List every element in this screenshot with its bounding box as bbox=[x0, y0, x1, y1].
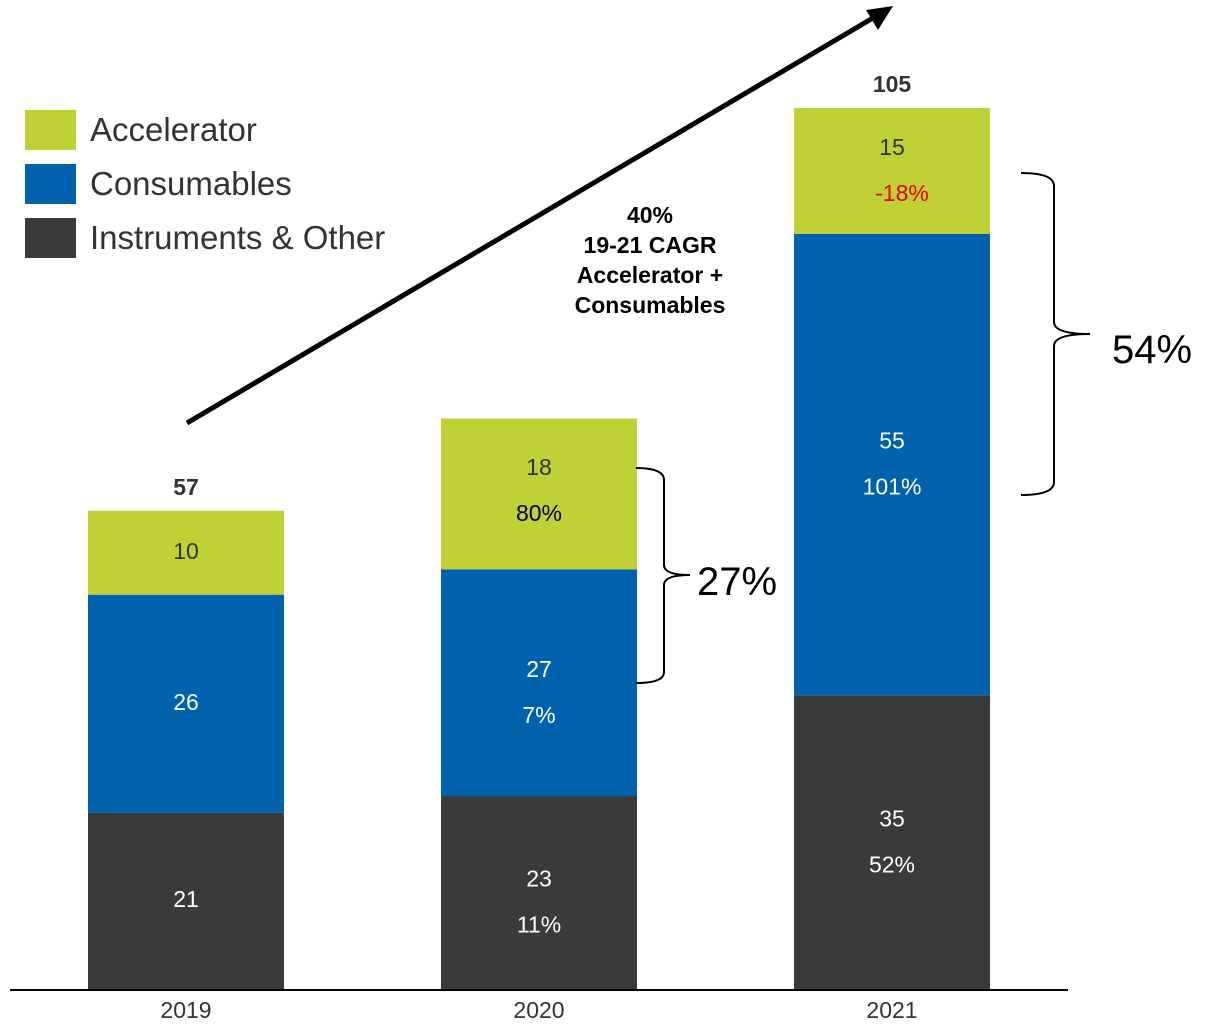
value-label-2019-0: 21 bbox=[173, 886, 199, 912]
growth-label-2020-2: 80% bbox=[516, 500, 562, 526]
value-label-2021-2: 15 bbox=[879, 134, 905, 160]
value-label-2019-2: 10 bbox=[173, 538, 199, 564]
total-label-2019: 57 bbox=[173, 474, 199, 500]
bars-layer bbox=[88, 108, 990, 989]
legend-label-accelerator: Accelerator bbox=[90, 111, 257, 148]
legend-swatch-instruments bbox=[25, 218, 76, 258]
bracket-label-2020: 27% bbox=[697, 560, 778, 604]
bar-2019-consumables bbox=[88, 594, 284, 813]
value-label-2020-1: 27 bbox=[526, 656, 552, 682]
bracket-2020 bbox=[635, 467, 691, 684]
bar-2020-instruments-other bbox=[441, 796, 637, 989]
growth-label-2021-1: 101% bbox=[863, 474, 922, 500]
total-label-2021: 105 bbox=[873, 71, 912, 97]
value-label-2021-1: 55 bbox=[879, 428, 905, 454]
bar-2020-consumables bbox=[441, 569, 637, 797]
x-tick-2021: 2021 bbox=[866, 997, 917, 1023]
arrow-head bbox=[866, 6, 893, 30]
bar-2021-accelerator bbox=[794, 108, 990, 234]
cagr-line-4: Consumables bbox=[574, 292, 726, 318]
legend-swatch-accelerator bbox=[25, 110, 76, 150]
bar-2021-consumables bbox=[794, 233, 990, 696]
growth-label-2020-1: 7% bbox=[522, 702, 555, 728]
value-label-2020-2: 18 bbox=[526, 454, 552, 480]
legend-item-consumables: Consumables bbox=[25, 157, 385, 211]
trend-arrow bbox=[185, 6, 893, 426]
legend-label-instruments: Instruments & Other bbox=[90, 219, 386, 256]
cagr-annotation: 40% 19-21 CAGR Accelerator + Consumables bbox=[530, 200, 770, 320]
bar-2021-instruments-other bbox=[794, 695, 990, 989]
value-label-2021-0: 35 bbox=[879, 805, 905, 831]
bracket-2021 bbox=[1020, 172, 1091, 496]
legend-swatch-consumables bbox=[25, 164, 76, 204]
growth-label-2020-0: 11% bbox=[517, 912, 561, 938]
value-label-2020-0: 23 bbox=[526, 866, 552, 892]
cagr-line-3: Accelerator + bbox=[576, 262, 724, 288]
brackets-layer bbox=[635, 172, 1091, 684]
x-tick-2019: 2019 bbox=[160, 997, 211, 1023]
growth-label-2021-2: -18% bbox=[875, 180, 929, 206]
bar-2020-accelerator bbox=[441, 418, 637, 570]
growth-label-2021-0: 52% bbox=[869, 851, 915, 877]
x-tick-labels: 2019 2020 2021 bbox=[160, 997, 917, 1023]
bar-2019-instruments-other bbox=[88, 812, 284, 989]
cagr-line-1: 40% bbox=[626, 202, 674, 228]
labels-layer: 21 26 10 57 23 11% 27 7% 18 80% 35 52% 55 101% 15 -18% 1… bbox=[173, 71, 929, 937]
legend-item-accelerator: Accelerator bbox=[25, 103, 385, 157]
cagr-line-2: 19-21 CAGR bbox=[583, 232, 717, 258]
legend-item-instruments: Instruments & Other bbox=[25, 211, 385, 265]
value-label-2019-1: 26 bbox=[173, 689, 199, 715]
bar-2019-accelerator bbox=[88, 510, 284, 595]
bracket-label-2021: 54% bbox=[1112, 328, 1193, 372]
x-tick-2020: 2020 bbox=[513, 997, 564, 1023]
legend-label-consumables: Consumables bbox=[90, 165, 292, 202]
legend: Accelerator Consumables Instruments & Ot… bbox=[25, 103, 385, 265]
